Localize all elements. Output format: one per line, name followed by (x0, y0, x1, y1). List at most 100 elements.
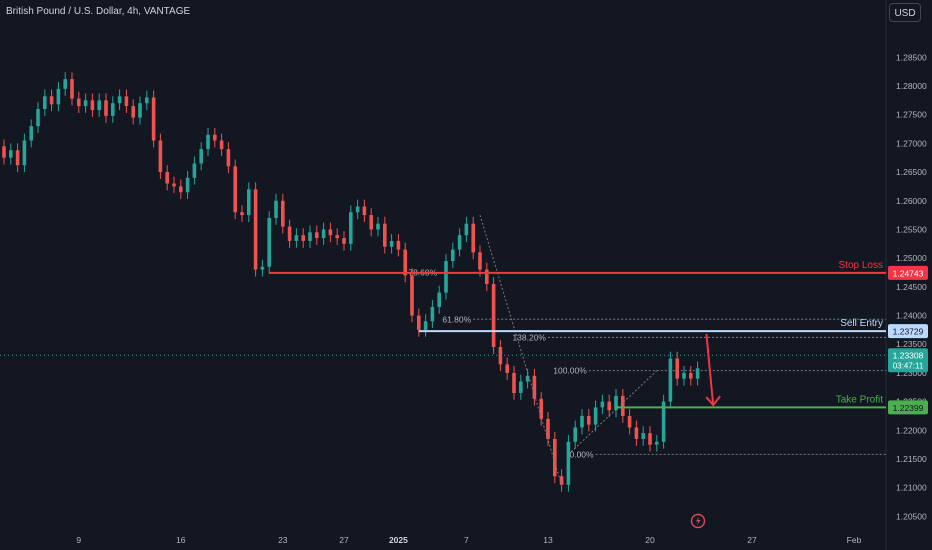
trade-arrow (705, 333, 715, 406)
candle-body (512, 372, 516, 394)
y-tick-label: 1.23000 (896, 368, 927, 378)
candle-body (634, 427, 639, 439)
y-tick-label: 1.23500 (896, 339, 927, 349)
candle-body (77, 98, 81, 107)
candle-body (621, 395, 625, 416)
candle-body (457, 235, 462, 250)
candle-body (321, 229, 326, 239)
y-tick-label: 1.25000 (896, 253, 927, 263)
candle-body (56, 88, 61, 105)
candle-body (396, 240, 401, 250)
candle-body (505, 364, 509, 373)
level-price-label: 1.22399 (893, 403, 924, 413)
candle-body (185, 177, 190, 193)
candle-body (661, 401, 666, 442)
level-price-label: 1.24743 (893, 268, 924, 278)
candle-body (206, 134, 210, 150)
candle-body (369, 215, 373, 230)
candle-body (519, 381, 523, 394)
candle-body (90, 100, 95, 111)
candle-body (260, 266, 265, 270)
level-name-label: Take Profit (836, 394, 883, 405)
level-price-tag (888, 265, 928, 280)
y-tick-label: 1.27500 (896, 110, 927, 120)
trade-arrow-head (705, 395, 721, 407)
currency-button[interactable]: USD (889, 3, 921, 22)
candle-body (97, 100, 101, 111)
candle-body (111, 103, 115, 116)
level-price-label: 1.23729 (893, 327, 924, 337)
candle-body (573, 427, 577, 442)
candle-body (219, 140, 224, 150)
candle-body (580, 415, 584, 428)
candle-body (593, 407, 598, 425)
tradingview-logo-icon[interactable] (690, 513, 706, 529)
candle-body (315, 232, 319, 239)
fib-level-label: 138.20% (512, 332, 546, 342)
y-tick-label: 1.27000 (896, 138, 927, 148)
bar-countdown-label: 03:47:11 (893, 361, 924, 370)
candle-body (342, 238, 346, 244)
level-name-label: Sell Entry (840, 318, 883, 329)
candle-body (2, 146, 6, 158)
candle-body (417, 315, 421, 330)
candle-body (335, 235, 339, 239)
candle-body (587, 415, 591, 425)
candle-body (179, 186, 183, 193)
x-tick-label: 20 (645, 535, 655, 545)
x-tick-label: 13 (543, 535, 553, 545)
candle-body (525, 375, 530, 382)
level-name-label: Stop Loss (839, 260, 883, 271)
candle-body (675, 358, 679, 379)
candle-body (362, 206, 367, 216)
candle-body (308, 232, 312, 241)
fib-level-label: 61.80% (442, 314, 471, 324)
candle-body (213, 134, 217, 141)
x-tick-label: 23 (278, 535, 288, 545)
candle-body (566, 441, 571, 485)
candle-body (355, 206, 360, 213)
candle-body (192, 163, 197, 178)
fib-trend-line (568, 370, 658, 455)
x-tick-label: 7 (464, 535, 469, 545)
candle-body (233, 166, 237, 213)
candle-body (301, 235, 305, 241)
candle-body (267, 217, 271, 267)
last-price-label: 1.23308 (893, 350, 924, 360)
y-tick-label: 1.21000 (896, 483, 927, 493)
x-tick-label: 16 (176, 535, 186, 545)
candle-body (226, 149, 231, 167)
y-tick-label: 1.25500 (896, 224, 927, 234)
candle-body (117, 96, 122, 104)
candle-body (43, 96, 47, 109)
candle-body (247, 189, 251, 216)
candle-body (145, 97, 149, 104)
candle-body (600, 401, 605, 408)
candle-body (655, 441, 659, 445)
level-price-tag (888, 324, 928, 339)
candle-body (485, 269, 489, 284)
candle-body (423, 321, 428, 330)
chart-title: British Pound / U.S. Dollar, 4h, VANTAGE (6, 6, 191, 17)
candle-body (689, 372, 693, 379)
candle-body (389, 240, 394, 247)
y-tick-label: 1.28500 (896, 52, 927, 62)
candle-body (9, 150, 13, 158)
candle-body (22, 140, 27, 166)
candle-body (607, 401, 611, 411)
candle-body (165, 172, 169, 184)
candle-body (648, 433, 652, 445)
candle-body (287, 226, 292, 241)
x-tick-label: 2025 (389, 535, 408, 545)
candle-body (546, 418, 550, 439)
candle-body (63, 79, 67, 89)
x-tick-label: 9 (76, 535, 81, 545)
candle-body (403, 249, 407, 276)
candle-body (451, 249, 455, 262)
candle-body (559, 476, 564, 485)
candle-body (682, 372, 686, 379)
candle-body (471, 223, 475, 253)
candle-body (151, 97, 156, 141)
candle-body (627, 415, 632, 428)
